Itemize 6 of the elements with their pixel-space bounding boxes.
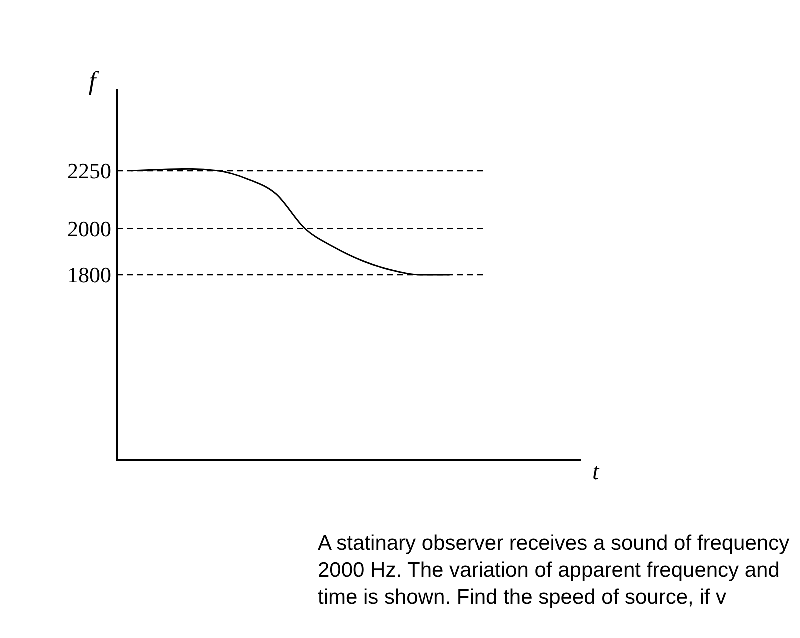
y-axis-title: f — [88, 66, 100, 96]
x-axis-title: t — [592, 460, 600, 486]
y-tick-label: 2000 — [68, 216, 112, 242]
text: A statinary observer receives a sound of frequency 2000 Hz. The variation of apparent frequency and time is shown. Find the speed of source, if v — [318, 531, 791, 611]
y-tick-label: 2250 — [68, 158, 112, 184]
y-tick-label: 1800 — [68, 262, 112, 288]
